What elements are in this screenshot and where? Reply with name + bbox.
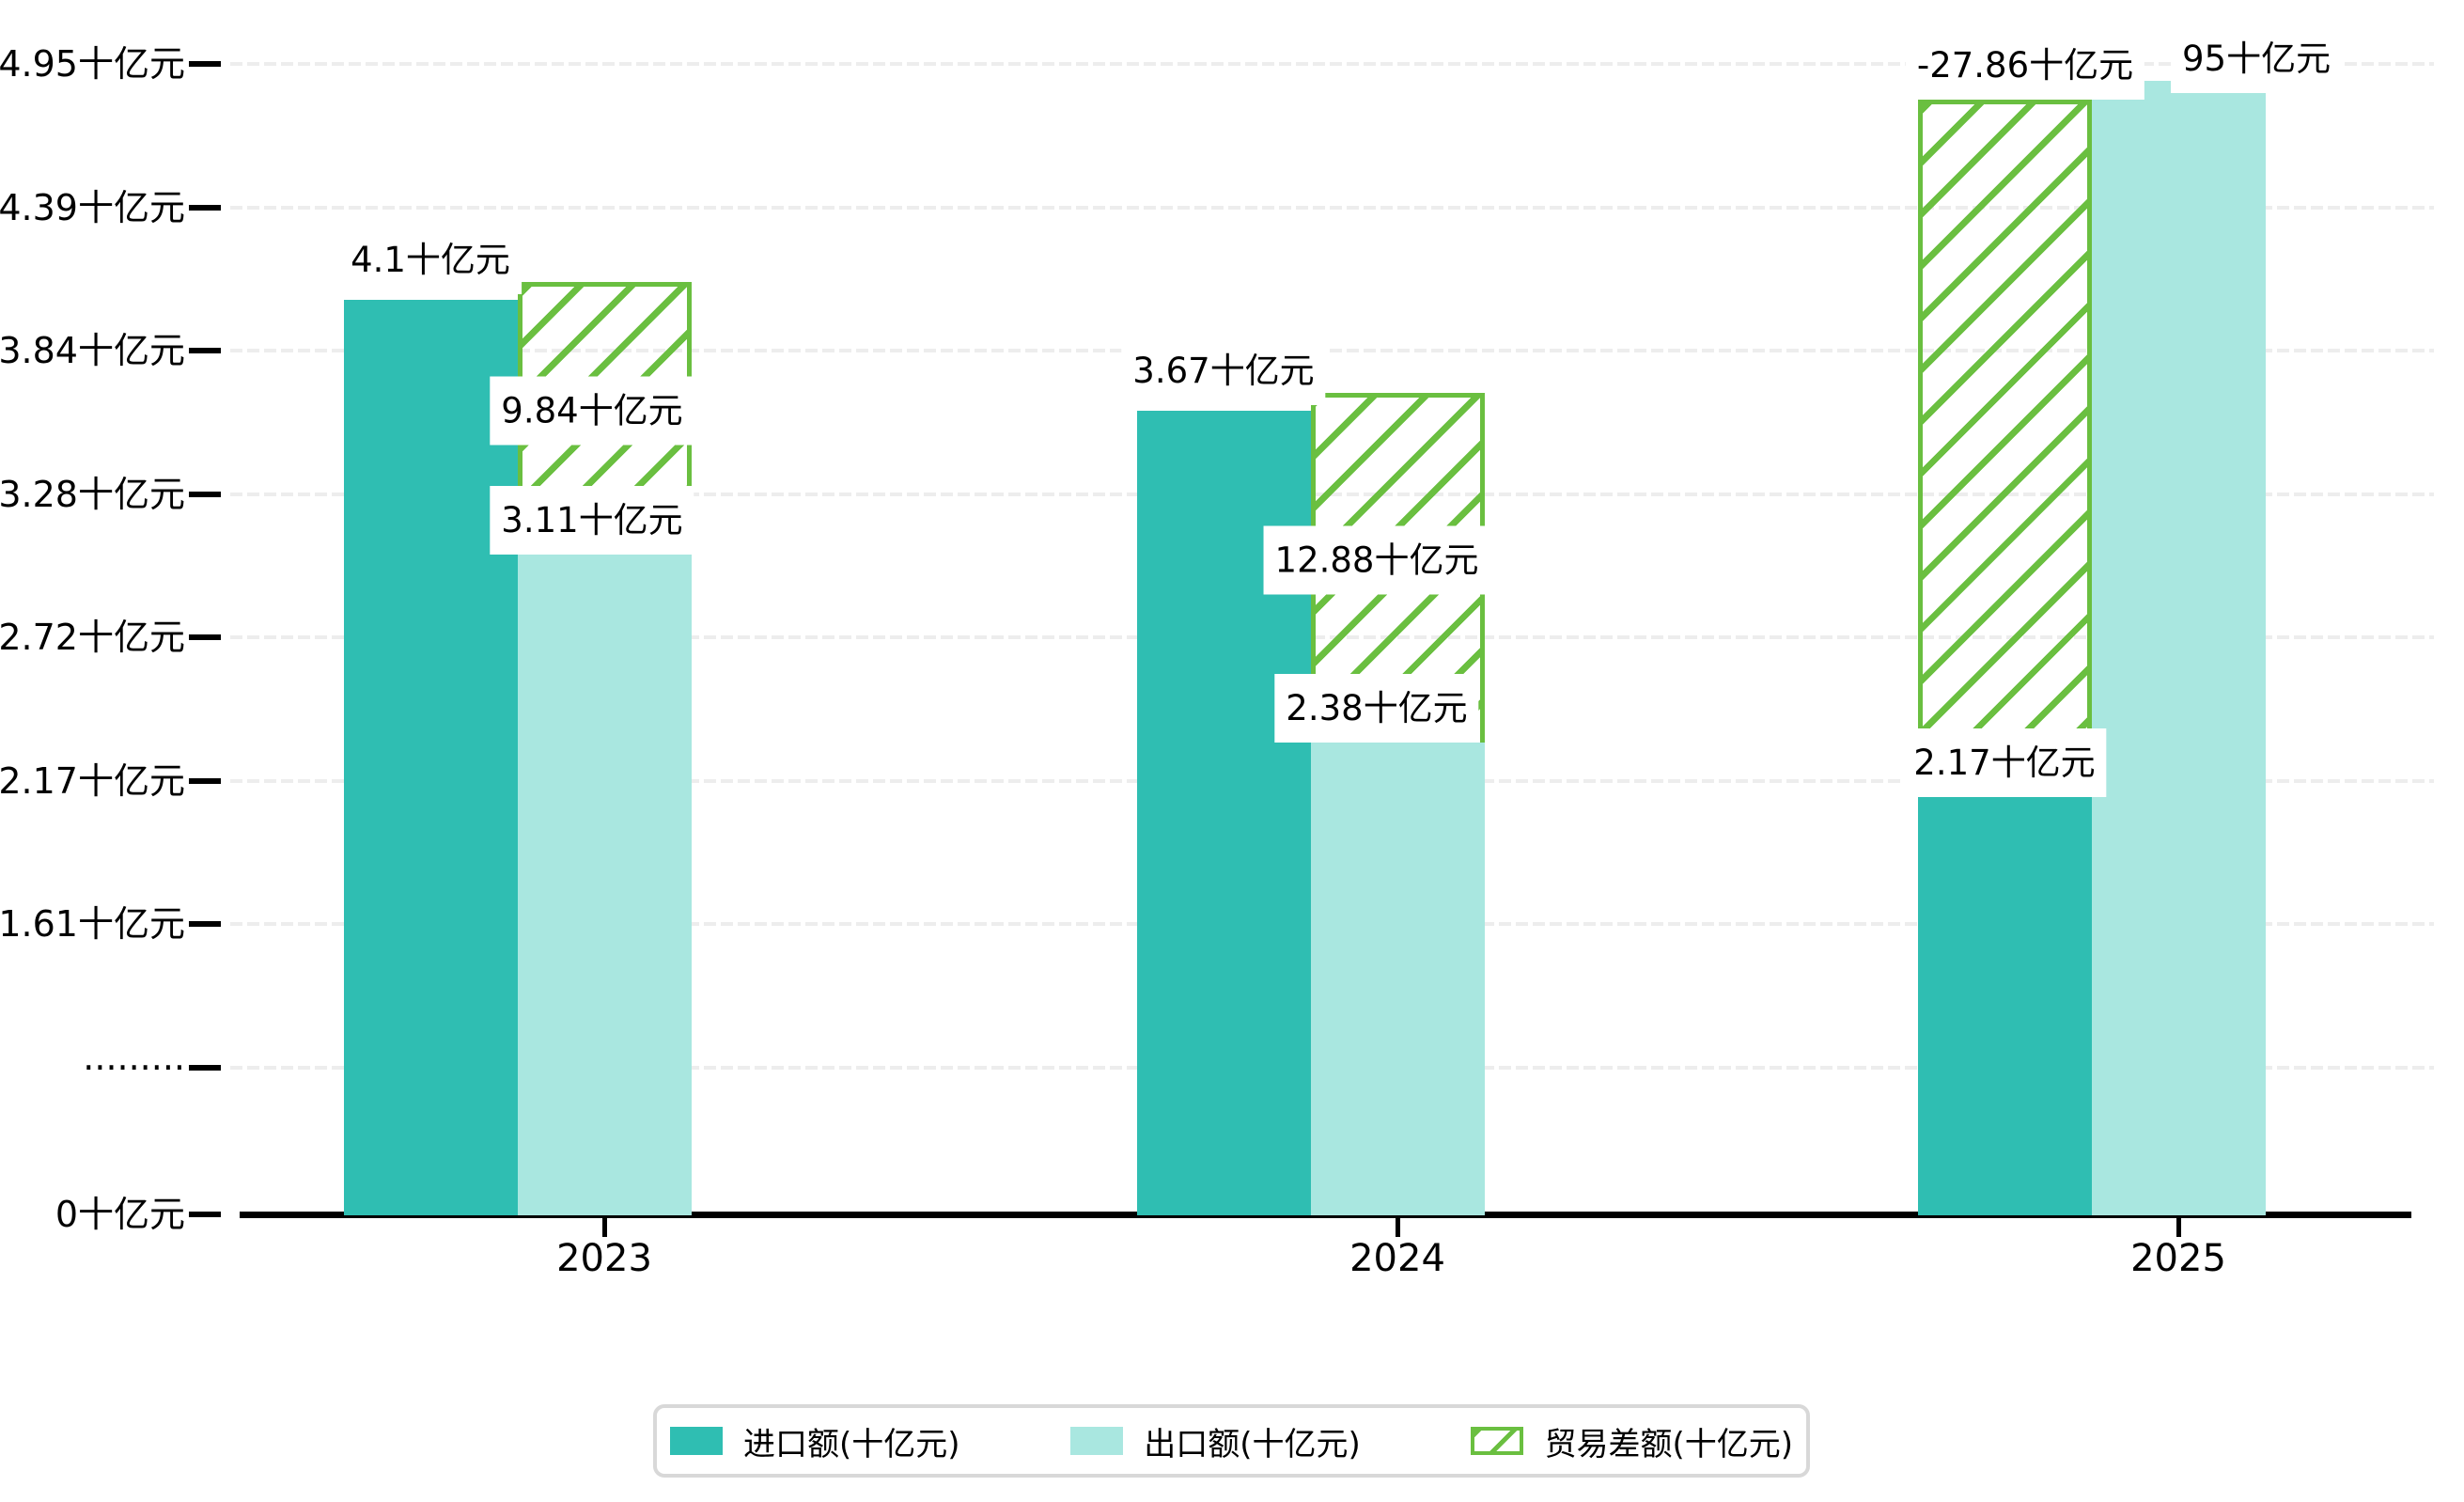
y-axis-label-1: 4.39十亿元 <box>0 187 185 228</box>
legend-label-import: 进口额(十亿元) <box>743 1425 960 1463</box>
x-axis-label-2025: 2025 <box>2130 1237 2226 1280</box>
legend: 进口额(十亿元) 出口额(十亿元) 贸易差额(十亿元) <box>653 1404 1810 1478</box>
gridline-1 <box>230 206 2434 210</box>
export-value-label-2025: 95十亿元 <box>2171 24 2343 93</box>
trade-balance-hatch-swatch-icon <box>1471 1427 1524 1455</box>
x-axis-label-2023: 2023 <box>556 1237 652 1280</box>
export-bar-2023 <box>517 555 692 1215</box>
y-axis-label-5: 2.17十亿元 <box>0 760 185 802</box>
export-swatch-icon <box>1070 1427 1124 1455</box>
legend-item-import: 进口额(十亿元) <box>670 1418 960 1464</box>
y-axis-label-7: ········· <box>83 1047 185 1088</box>
x-tick-mark-2023 <box>602 1218 607 1237</box>
y-axis-label-3: 3.28十亿元 <box>0 474 185 515</box>
x-tick-mark-2025 <box>2176 1218 2181 1237</box>
import-value-label-2024: 3.67十亿元 <box>1121 336 1326 405</box>
x-tick-mark-2024 <box>1396 1218 1400 1237</box>
y-axis-label-2: 3.84十亿元 <box>0 330 185 371</box>
import-bar-2023 <box>343 300 518 1215</box>
export-value-label-2023: 3.11十亿元 <box>490 486 694 555</box>
trade-balance-value-label-2025: -27.86十亿元 <box>1905 31 2145 100</box>
y-tick-mark-6 <box>189 921 221 927</box>
y-tick-mark-7 <box>189 1065 221 1071</box>
y-tick-mark-5 <box>189 778 221 784</box>
trade-balance-hatch-2025 <box>1917 100 2092 797</box>
y-tick-mark-2 <box>189 348 221 353</box>
import-value-label-2023: 4.1十亿元 <box>339 226 522 294</box>
y-tick-mark-4 <box>189 634 221 640</box>
y-axis-label-4: 2.72十亿元 <box>0 617 185 658</box>
gridline-0 <box>230 62 2434 66</box>
y-axis-label-0: 4.95十亿元 <box>0 43 185 85</box>
import-swatch-icon <box>670 1427 723 1455</box>
legend-label-export: 出口额(十亿元) <box>1144 1425 1361 1463</box>
y-axis-label-8: 0十亿元 <box>55 1194 185 1235</box>
legend-item-export: 出口额(十亿元) <box>1070 1418 1361 1464</box>
import-value-label-2025: 2.17十亿元 <box>1902 728 2107 797</box>
y-tick-mark-3 <box>189 492 221 497</box>
export-bar-2025 <box>2091 81 2266 1215</box>
trade-balance-value-label-2024: 12.88十亿元 <box>1263 525 1490 595</box>
trade-balance-value-label-2023: 9.84十亿元 <box>490 376 694 446</box>
export-bar-2024 <box>1310 743 1485 1215</box>
y-tick-mark-8 <box>189 1212 221 1217</box>
y-axis-label-6: 1.61十亿元 <box>0 903 185 945</box>
gridline-2 <box>230 349 2434 352</box>
y-tick-mark-1 <box>189 205 221 211</box>
x-axis-label-2024: 2024 <box>1349 1237 1445 1280</box>
export-value-label-2024: 2.38十亿元 <box>1274 674 1479 743</box>
legend-label-trade-balance: 贸易差额(十亿元) <box>1544 1425 1793 1463</box>
y-tick-mark-0 <box>189 61 221 67</box>
legend-item-trade-balance: 贸易差额(十亿元) <box>1471 1418 1793 1464</box>
import-bar-2025 <box>1917 797 2092 1215</box>
